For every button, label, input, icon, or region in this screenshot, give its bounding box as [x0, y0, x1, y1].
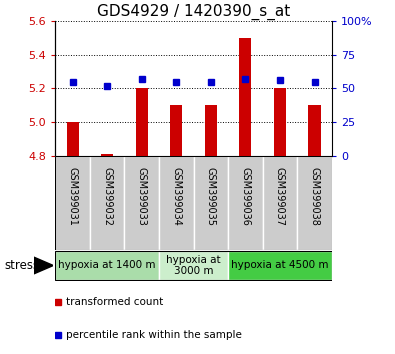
Text: transformed count: transformed count: [66, 297, 164, 307]
Text: hypoxia at
3000 m: hypoxia at 3000 m: [166, 255, 221, 276]
Text: GSM399032: GSM399032: [102, 167, 112, 226]
Text: GSM399035: GSM399035: [206, 167, 216, 226]
Bar: [308, 105, 321, 156]
Text: GSM399034: GSM399034: [171, 167, 181, 226]
Bar: [205, 105, 217, 156]
Bar: [263, 156, 297, 250]
Bar: [159, 156, 194, 250]
Bar: [101, 154, 113, 156]
Text: GSM399031: GSM399031: [68, 167, 77, 226]
Text: stress: stress: [4, 259, 39, 272]
Bar: [66, 122, 79, 156]
Bar: [170, 105, 182, 156]
Bar: [239, 38, 252, 156]
Text: GSM399036: GSM399036: [241, 167, 250, 226]
Bar: [297, 156, 332, 250]
Bar: [228, 251, 332, 280]
Text: hypoxia at 1400 m: hypoxia at 1400 m: [58, 261, 156, 270]
Bar: [159, 251, 228, 280]
Text: percentile rank within the sample: percentile rank within the sample: [66, 330, 242, 341]
Bar: [90, 156, 124, 250]
Text: GSM399037: GSM399037: [275, 167, 285, 226]
Text: GSM399033: GSM399033: [137, 167, 147, 226]
Title: GDS4929 / 1420390_s_at: GDS4929 / 1420390_s_at: [97, 4, 290, 20]
Bar: [124, 156, 159, 250]
Bar: [55, 251, 159, 280]
Text: hypoxia at 4500 m: hypoxia at 4500 m: [231, 261, 329, 270]
Bar: [55, 156, 90, 250]
Bar: [135, 88, 148, 156]
Text: GSM399038: GSM399038: [310, 167, 320, 226]
Bar: [274, 88, 286, 156]
Bar: [194, 156, 228, 250]
Bar: [228, 156, 263, 250]
Polygon shape: [34, 257, 53, 274]
